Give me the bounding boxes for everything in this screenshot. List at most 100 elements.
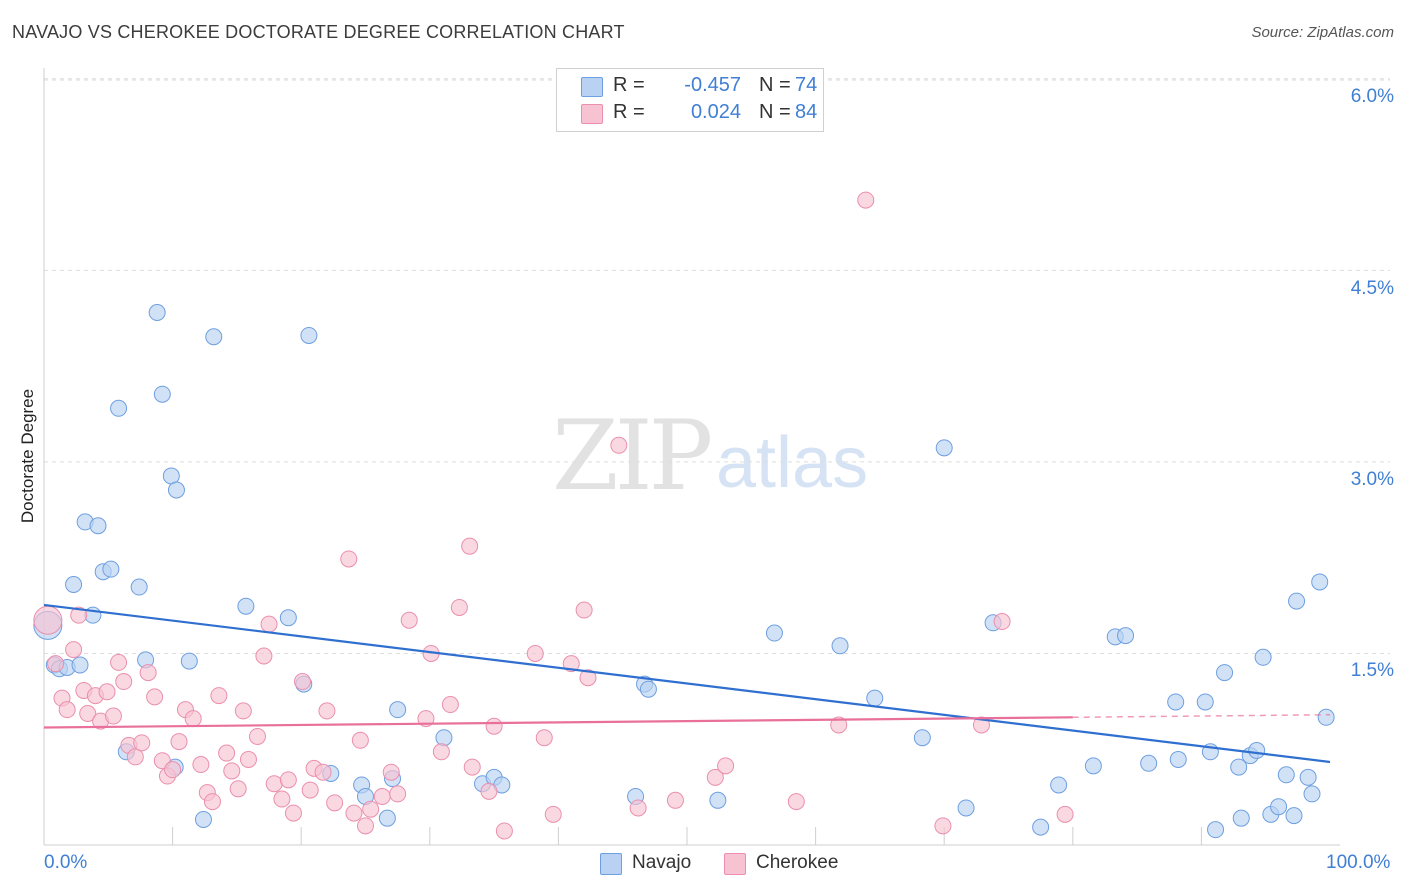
navajo-point: [913, 729, 931, 747]
cherokee-point: [314, 763, 332, 781]
y-tick-label-3: 3.0%: [1350, 469, 1394, 490]
cherokee-point: [463, 758, 481, 776]
cherokee-legend-swatch: [724, 853, 746, 875]
cherokee-point: [389, 785, 407, 803]
cherokee-point: [1056, 805, 1074, 823]
cherokee-point: [279, 771, 297, 789]
cherokee-point: [461, 537, 479, 555]
cherokee-point: [115, 673, 133, 691]
navajo-point: [167, 481, 185, 499]
cherokee-point: [139, 664, 157, 682]
navajo-point: [1117, 627, 1135, 645]
navajo-point: [1277, 766, 1295, 784]
navajo-point: [831, 637, 849, 655]
cherokee-point: [544, 805, 562, 823]
cherokee-point: [480, 782, 498, 800]
cherokee-point: [273, 790, 291, 808]
cherokee-n-label: N =: [759, 101, 791, 123]
cherokee-point: [450, 598, 468, 616]
navajo-r-label: R =: [613, 74, 645, 96]
cherokee-point: [362, 800, 380, 818]
navajo-point: [1254, 648, 1272, 666]
cherokee-point: [400, 611, 418, 629]
cherokee-point: [666, 791, 684, 809]
navajo-r-value: -0.457: [684, 74, 741, 96]
navajo-legend-swatch: [600, 853, 622, 875]
navajo-point: [1050, 776, 1068, 794]
cherokee-point: [104, 707, 122, 725]
navajo-point: [389, 701, 407, 719]
cherokee-point: [706, 768, 724, 786]
navajo-point: [435, 729, 453, 747]
cherokee-point: [787, 793, 805, 811]
navajo-n-value: 74: [795, 74, 818, 96]
cherokee-point: [535, 729, 553, 747]
cherokee-point: [170, 733, 188, 751]
navajo-point: [102, 560, 120, 578]
cherokee-point: [351, 731, 369, 749]
navajo-point: [279, 609, 297, 627]
navajo-swatch: [581, 77, 603, 97]
navajo-point: [1140, 754, 1158, 772]
cherokee-point: [184, 710, 202, 728]
cherokee-trendline-extension: [1072, 713, 1331, 719]
cherokee-point: [441, 696, 459, 714]
cherokee-point: [98, 683, 116, 701]
navajo-point: [89, 517, 107, 535]
cherokee-point: [210, 687, 228, 705]
navajo-point: [194, 810, 212, 828]
cherokee-point: [110, 653, 128, 671]
navajo-point: [935, 439, 953, 457]
cherokee-point: [382, 763, 400, 781]
cherokee-point: [229, 780, 247, 798]
source-credit: Source: ZipAtlas.com: [1251, 24, 1394, 41]
x-tick-label-max: 100.0%: [1326, 852, 1391, 873]
cherokee-point: [70, 606, 88, 624]
navajo-point: [1232, 809, 1250, 827]
cherokee-point: [373, 787, 391, 805]
cherokee-point: [133, 734, 151, 752]
navajo-point: [300, 326, 318, 344]
cherokee-point: [203, 793, 221, 811]
cherokee-point: [192, 756, 210, 774]
navajo-point: [71, 656, 89, 674]
cherokee-point: [432, 743, 450, 761]
cherokee-legend-label: Cherokee: [756, 852, 839, 873]
navajo-point: [866, 689, 884, 707]
cherokee-point: [629, 799, 647, 817]
correlation-legend: R = -0.457 N = 74 R = 0.024 N = 84: [556, 68, 824, 132]
navajo-point: [1032, 818, 1050, 836]
navajo-point: [1303, 785, 1321, 803]
navajo-point: [1299, 768, 1317, 786]
cherokee-point: [260, 615, 278, 633]
cherokee-point: [495, 822, 513, 840]
cherokee-point: [579, 669, 597, 687]
navajo-point: [1317, 708, 1335, 726]
cherokee-point: [318, 702, 336, 720]
cherokee-point: [164, 761, 182, 779]
cherokee-point: [357, 817, 374, 835]
cherokee-point: [562, 655, 580, 673]
cherokee-swatch: [581, 104, 603, 124]
navajo-point: [1270, 798, 1288, 816]
navajo-point: [639, 680, 657, 698]
cherokee-point: [293, 673, 311, 691]
x-tick-label-min: 0.0%: [44, 852, 88, 873]
cherokee-point: [485, 717, 503, 735]
navajo-n-label: N =: [759, 74, 791, 96]
navajo-point: [1285, 807, 1303, 825]
cherokee-n-value: 84: [795, 101, 818, 123]
cherokee-trendline: [43, 716, 1073, 729]
navajo-point: [65, 575, 83, 593]
navajo-point: [110, 399, 128, 417]
cherokee-point: [340, 550, 358, 568]
cherokee-point: [79, 704, 97, 722]
cherokee-point: [126, 748, 144, 766]
navajo-point: [1288, 592, 1306, 610]
navajo-point: [153, 385, 171, 403]
cherokee-point: [575, 601, 593, 619]
cherokee-point: [146, 688, 164, 706]
cherokee-point: [234, 702, 252, 720]
cherokee-point: [65, 641, 83, 659]
